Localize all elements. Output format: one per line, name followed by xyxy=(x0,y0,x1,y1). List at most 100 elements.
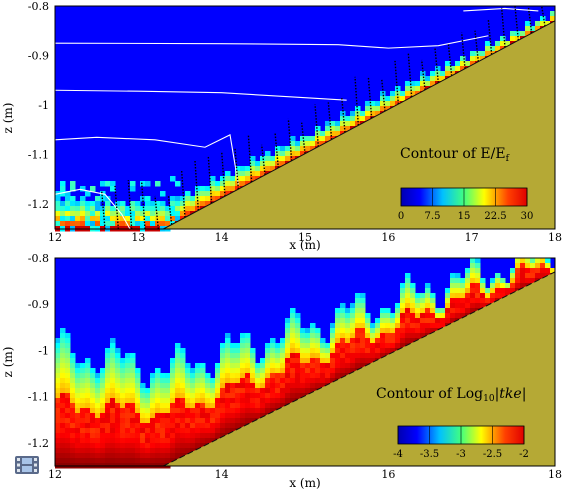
field-cell xyxy=(110,413,116,419)
field-cell xyxy=(120,418,126,424)
field-cell xyxy=(145,388,151,394)
field-cell xyxy=(85,428,91,434)
field-cell xyxy=(200,408,206,414)
field-cell xyxy=(220,418,226,424)
field-cell xyxy=(435,313,441,319)
field-cell xyxy=(80,206,86,212)
field-cell xyxy=(85,403,91,409)
field-cell xyxy=(65,388,71,394)
field-cell xyxy=(515,36,521,42)
velocity-vector-column xyxy=(420,59,426,91)
y-tick-labels: -0.8-0.9-1-1.1-1.2 xyxy=(28,252,49,450)
field-cell xyxy=(215,388,221,394)
field-cell xyxy=(220,186,226,192)
field-cell xyxy=(440,323,446,329)
field-cell xyxy=(235,388,241,394)
field-cell xyxy=(345,343,351,349)
field-cell xyxy=(325,353,331,359)
field-cell xyxy=(215,191,221,197)
field-cell xyxy=(130,353,136,359)
field-cell xyxy=(245,383,251,389)
field-cell xyxy=(115,373,121,379)
field-cell xyxy=(55,353,61,359)
field-cell xyxy=(535,268,541,274)
field-cell xyxy=(295,146,301,152)
film-strip-icon[interactable] xyxy=(14,454,40,476)
field-cell xyxy=(140,413,146,419)
field-cell xyxy=(245,333,251,339)
field-cell xyxy=(70,201,76,207)
field-cell xyxy=(90,403,96,409)
field-cell xyxy=(60,388,66,394)
field-cell xyxy=(370,101,376,107)
field-cell xyxy=(270,348,276,354)
field-cell xyxy=(345,328,351,334)
field-cell xyxy=(95,221,101,227)
field-cell xyxy=(240,393,246,399)
field-cell xyxy=(220,428,226,434)
field-cell xyxy=(360,358,366,364)
field-cell xyxy=(200,373,206,379)
field-cell xyxy=(235,368,241,374)
field-cell xyxy=(180,358,186,364)
field-cell xyxy=(235,398,241,404)
field-cell xyxy=(425,328,431,334)
field-cell xyxy=(475,283,481,289)
field-cell xyxy=(60,216,66,222)
field-cell xyxy=(530,273,536,279)
field-cell xyxy=(100,418,106,424)
field-cell xyxy=(115,443,121,449)
field-cell xyxy=(130,373,136,379)
field-cell xyxy=(120,363,126,369)
field-cell xyxy=(140,393,146,399)
field-cell xyxy=(410,318,416,324)
field-cell xyxy=(410,333,416,339)
field-cell xyxy=(200,423,206,429)
field-cell xyxy=(120,398,126,404)
field-cell xyxy=(315,358,321,364)
field-cell xyxy=(175,443,181,449)
field-cell xyxy=(235,373,241,379)
field-cell xyxy=(75,438,81,444)
field-cell xyxy=(60,398,66,404)
field-cell xyxy=(160,211,166,217)
field-cell xyxy=(85,423,91,429)
field-cell xyxy=(155,408,161,414)
field-cell xyxy=(490,293,496,299)
field-cell xyxy=(225,378,231,384)
field-cell xyxy=(90,398,96,404)
field-cell xyxy=(115,408,121,414)
field-cell xyxy=(440,308,446,314)
field-cell xyxy=(425,308,431,314)
field-cell xyxy=(355,121,361,127)
field-cell xyxy=(345,126,351,132)
field-cell xyxy=(210,433,216,439)
field-cell xyxy=(90,453,96,459)
field-cell xyxy=(225,338,231,344)
field-cell xyxy=(325,373,331,379)
field-cell xyxy=(225,368,231,374)
field-cell xyxy=(165,458,171,464)
colorbar-tick-label: 7.5 xyxy=(425,211,441,222)
field-cell xyxy=(135,413,141,419)
field-cell xyxy=(255,393,261,399)
field-cell xyxy=(110,408,116,414)
field-cell xyxy=(185,363,191,369)
field-cell xyxy=(530,258,536,264)
field-cell xyxy=(455,288,461,294)
field-cell xyxy=(285,323,291,329)
field-cell xyxy=(230,343,236,349)
field-cell xyxy=(60,403,66,409)
field-cell xyxy=(55,428,61,434)
field-cell xyxy=(95,211,101,217)
field-cell xyxy=(110,368,116,374)
field-cell xyxy=(95,373,101,379)
field-cell xyxy=(380,308,386,314)
field-cell xyxy=(85,453,91,459)
field-cell xyxy=(330,363,336,369)
field-cell xyxy=(545,263,551,269)
field-cell xyxy=(180,211,186,217)
field-cell xyxy=(220,358,226,364)
y-tick-label: -0.9 xyxy=(28,50,49,63)
field-cell xyxy=(320,358,326,364)
